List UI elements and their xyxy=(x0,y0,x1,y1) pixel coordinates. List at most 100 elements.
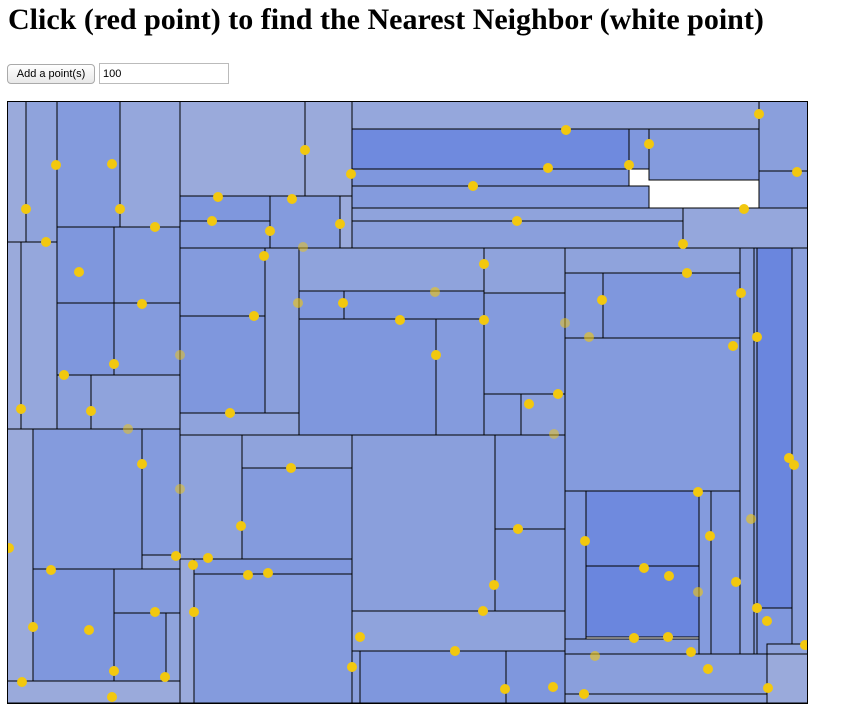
point xyxy=(524,399,534,409)
cell xyxy=(602,272,741,339)
point xyxy=(590,651,600,661)
cell xyxy=(165,612,181,682)
cell xyxy=(766,653,808,704)
point xyxy=(624,160,634,170)
point xyxy=(629,633,639,643)
point xyxy=(703,664,713,674)
point xyxy=(150,607,160,617)
cell xyxy=(494,528,566,612)
point xyxy=(259,251,269,261)
cell xyxy=(698,490,712,655)
cell xyxy=(351,185,650,209)
cell xyxy=(351,650,361,704)
cell xyxy=(710,490,741,655)
count-input[interactable] xyxy=(99,63,229,84)
point xyxy=(682,268,692,278)
points xyxy=(7,109,808,702)
cell xyxy=(351,434,496,612)
point xyxy=(597,295,607,305)
point xyxy=(203,553,213,563)
point xyxy=(286,463,296,473)
cell xyxy=(758,170,808,209)
cell xyxy=(343,290,485,320)
cell xyxy=(56,302,115,376)
point xyxy=(739,204,749,214)
point xyxy=(549,429,559,439)
point xyxy=(207,216,217,226)
cell xyxy=(179,247,266,317)
point xyxy=(355,632,365,642)
point xyxy=(347,662,357,672)
cell xyxy=(269,195,341,249)
point xyxy=(478,606,488,616)
point xyxy=(553,389,563,399)
cell xyxy=(351,610,566,652)
point xyxy=(263,568,273,578)
point xyxy=(500,684,510,694)
point xyxy=(51,160,61,170)
cell xyxy=(90,374,181,430)
point xyxy=(752,603,762,613)
point xyxy=(584,332,594,342)
point xyxy=(175,484,185,494)
point xyxy=(41,237,51,247)
cell xyxy=(241,467,353,560)
point xyxy=(293,298,303,308)
kd-tree-board[interactable] xyxy=(7,101,808,704)
point xyxy=(693,487,703,497)
cell xyxy=(113,568,181,614)
point xyxy=(489,580,499,590)
point xyxy=(705,531,715,541)
point xyxy=(579,689,589,699)
point xyxy=(789,460,799,470)
cell xyxy=(179,558,195,704)
cell xyxy=(351,101,760,130)
cell xyxy=(56,374,92,430)
point xyxy=(249,311,259,321)
point xyxy=(479,315,489,325)
point xyxy=(300,145,310,155)
point xyxy=(686,647,696,657)
point xyxy=(346,169,356,179)
point xyxy=(800,640,808,650)
point xyxy=(46,565,56,575)
point xyxy=(543,163,553,173)
cell xyxy=(435,318,485,436)
point xyxy=(137,299,147,309)
point xyxy=(189,607,199,617)
point xyxy=(175,350,185,360)
point xyxy=(513,524,523,534)
cell xyxy=(585,490,700,567)
point xyxy=(335,219,345,229)
point xyxy=(639,563,649,573)
cell xyxy=(113,302,181,376)
point xyxy=(762,616,772,626)
cell xyxy=(20,241,58,431)
cell xyxy=(193,558,353,575)
point xyxy=(754,109,764,119)
point xyxy=(693,587,703,597)
cell xyxy=(298,290,345,320)
point xyxy=(17,677,27,687)
point xyxy=(109,666,119,676)
cells xyxy=(7,101,808,704)
cell xyxy=(193,573,353,704)
add-points-button[interactable]: Add a point(s) xyxy=(7,64,95,84)
point xyxy=(298,242,308,252)
cell xyxy=(179,101,306,197)
cell xyxy=(483,393,522,436)
point xyxy=(430,287,440,297)
cell xyxy=(585,565,700,638)
point xyxy=(236,521,246,531)
cell xyxy=(32,428,143,570)
cell xyxy=(505,650,566,704)
cell xyxy=(564,337,741,492)
point xyxy=(784,453,794,463)
point xyxy=(109,359,119,369)
cell xyxy=(56,226,115,304)
cell xyxy=(179,434,243,560)
board-border xyxy=(7,101,808,704)
cell xyxy=(32,568,115,682)
cell xyxy=(113,226,181,304)
